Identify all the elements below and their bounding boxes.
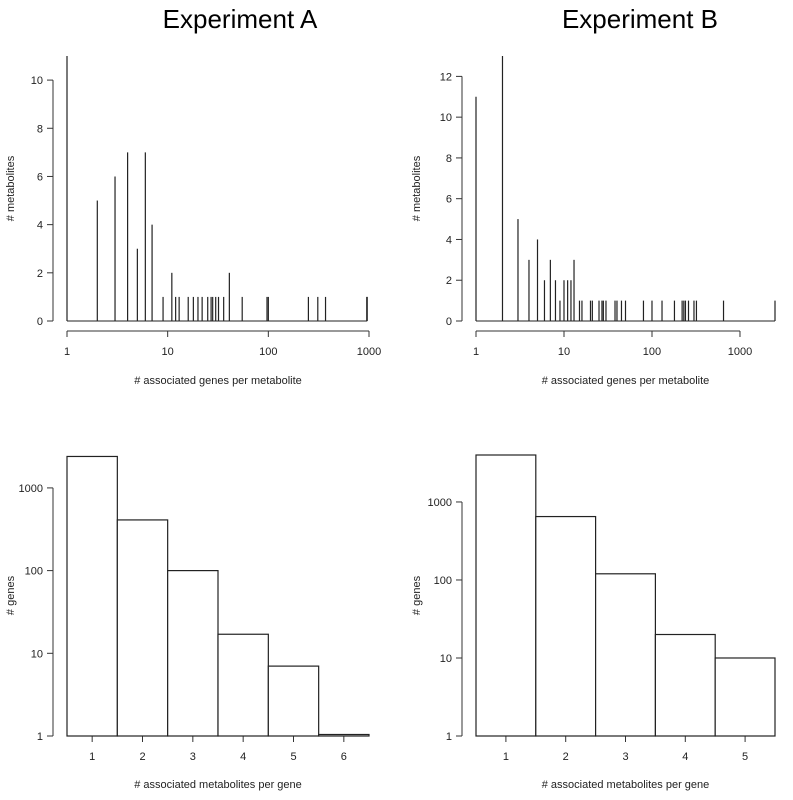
x-axis-label: # associated metabolites per gene: [134, 779, 302, 791]
x-tick-label: 1: [473, 346, 479, 358]
histogram-bar: [318, 733, 370, 737]
y-tick-label: 6: [446, 194, 452, 206]
histogram-bar: [167, 570, 219, 737]
chart-a-top: 0 2 4 6 8 10 # metabolites 1 10 100 1000 # associat…: [5, 56, 381, 387]
x-tick-label: 10: [558, 346, 570, 358]
x-axis-label: # associated genes per metabolite: [134, 375, 302, 387]
chart-a-bottom: 1 10 100 1000 # genes 1 2 3 4 5 6 # associated meta…: [5, 455, 370, 791]
y-tick-label: 2: [446, 275, 452, 287]
x-tick-label: 3: [622, 751, 628, 763]
x-tick-label: 1000: [728, 346, 752, 358]
y-tick-label: 8: [37, 123, 43, 135]
y-tick-label: 10: [440, 112, 452, 124]
y-tick-label: 10: [31, 648, 43, 660]
chart-b-bottom: 1 10 100 1000 # genes 1 2 3 4 5 # associated metab…: [411, 454, 776, 791]
x-tick-label: 2: [139, 751, 145, 763]
x-tick-label: 1000: [357, 346, 381, 358]
experiment-b-title: Experiment B: [561, 4, 719, 34]
y-tick-label: 100: [434, 575, 452, 587]
x-tick-label: 4: [240, 751, 246, 763]
histogram-bar: [594, 573, 656, 737]
histogram-bar: [714, 657, 776, 737]
histogram-bar: [66, 455, 118, 737]
y-axis-label: # metabolites: [5, 155, 17, 221]
x-tick-label: 2: [563, 751, 569, 763]
y-tick-label: 4: [37, 220, 43, 232]
x-tick-label: 1: [64, 346, 70, 358]
y-tick-label: 1000: [19, 483, 43, 495]
y-axis-label: # metabolites: [411, 155, 423, 221]
y-axis-label: # genes: [5, 575, 17, 615]
x-tick-label: 100: [259, 346, 277, 358]
x-tick-label: 5: [290, 751, 296, 763]
y-tick-label: 6: [37, 171, 43, 183]
y-tick-label: 10: [440, 653, 452, 665]
histogram-bar: [116, 519, 169, 737]
histogram-bar: [267, 665, 320, 737]
x-tick-label: 4: [682, 751, 688, 763]
histogram-bar: [654, 633, 716, 737]
x-tick-label: 3: [190, 751, 196, 763]
y-axis-label: # genes: [411, 575, 423, 615]
x-tick-label: 1: [503, 751, 509, 763]
chart-b-top: 0 2 4 6 8 10 12 # metabolites 1 10 100 1000 # associ…: [411, 56, 776, 387]
y-tick-label: 10: [31, 75, 43, 87]
histogram-bar: [535, 515, 597, 737]
y-tick-label: 12: [440, 71, 452, 83]
x-tick-label: 5: [742, 751, 748, 763]
x-tick-label: 10: [162, 346, 174, 358]
y-tick-label: 0: [446, 316, 452, 328]
y-tick-label: 1000: [428, 497, 452, 509]
x-axis-label: # associated genes per metabolite: [542, 375, 710, 387]
histogram-bar: [217, 633, 269, 737]
y-tick-label: 1: [37, 731, 43, 743]
x-tick-label: 100: [643, 346, 661, 358]
x-tick-label: 1: [89, 751, 95, 763]
y-tick-label: 100: [25, 566, 43, 578]
x-tick-label: 6: [341, 751, 347, 763]
y-tick-label: 2: [37, 268, 43, 280]
y-tick-label: 0: [37, 316, 43, 328]
y-tick-label: 4: [446, 234, 452, 246]
y-tick-label: 8: [446, 153, 452, 165]
experiment-a-title: Experiment A: [162, 4, 318, 34]
x-axis-label: # associated metabolites per gene: [542, 779, 710, 791]
y-tick-label: 1: [446, 731, 452, 743]
histogram-bar: [475, 454, 537, 737]
